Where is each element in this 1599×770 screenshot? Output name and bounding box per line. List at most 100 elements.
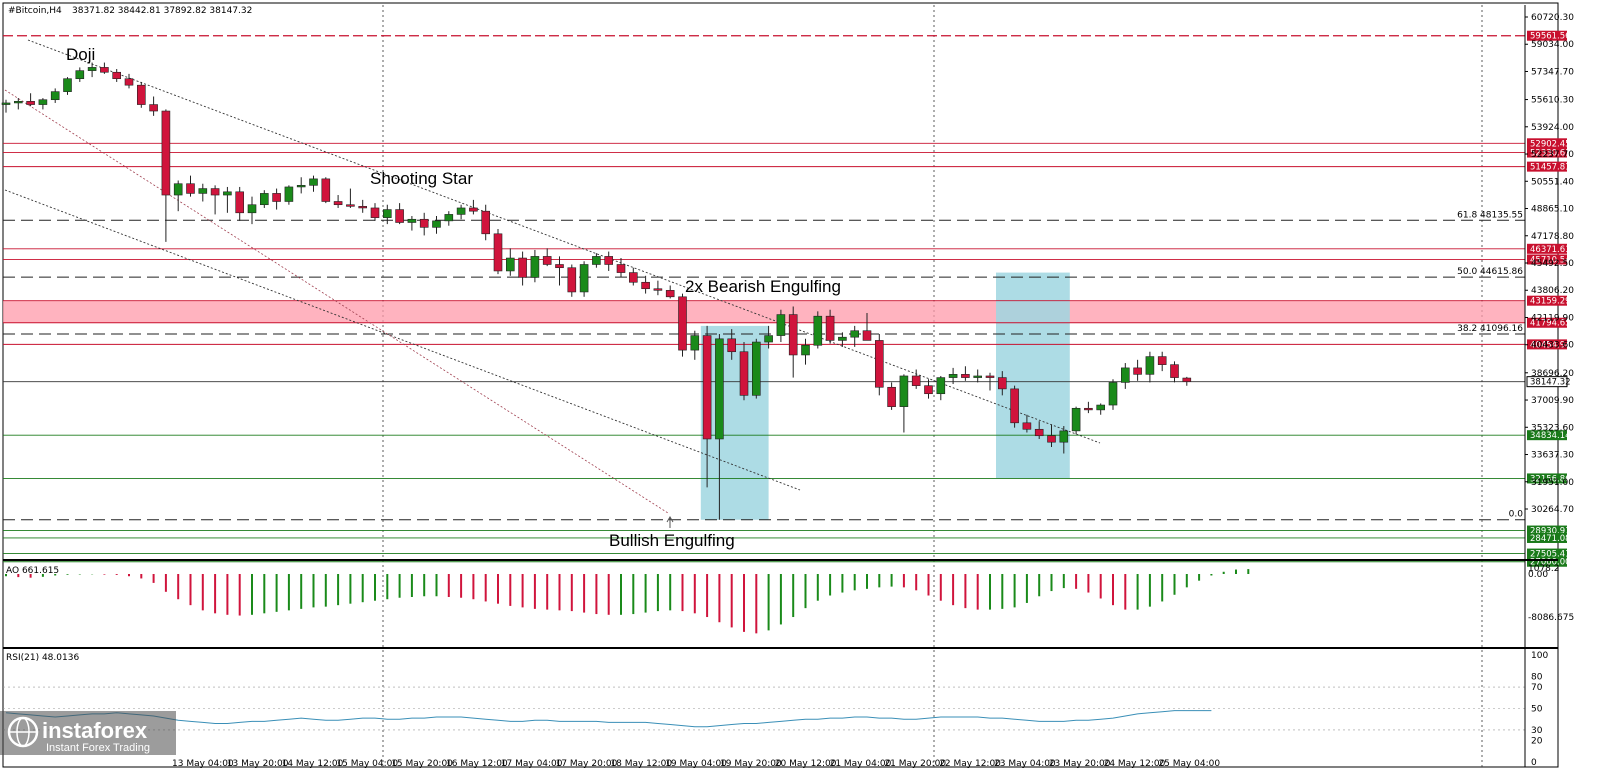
candle-body-77 [948,374,958,378]
price-tick-label-18: 30264.70 [1531,505,1574,515]
time-label-6: 17 May 04:00 [501,759,563,769]
level-label-12: 28930.91 [1530,527,1571,537]
arrow-up-icon [666,516,674,528]
time-label-9: 19 May 04:00 [665,759,727,769]
trendlines [4,39,1101,514]
candle-body-83 [1022,422,1032,430]
time-label-5: 16 May 12:00 [446,759,508,769]
candle-body-92 [1133,367,1142,375]
candle-body-96 [1182,377,1192,382]
candle-body-1 [14,101,23,104]
time-label-15: 23 May 04:00 [994,759,1056,769]
ao-histogram [5,569,1250,634]
candle-body-49 [604,256,614,265]
level-box-7 [1527,317,1567,328]
candle-body-78 [961,374,970,378]
price-tick-label-12: 40433.60 [1531,341,1574,351]
candle-body-10 [124,78,134,86]
level-label-13: 28471.08 [1530,534,1571,544]
candle-body-39 [481,210,491,235]
candle-body-17 [210,188,220,196]
candle-body-4 [50,91,60,101]
candle-body-43 [530,256,540,278]
price-tick-label-6: 50551.40 [1531,177,1574,187]
candle-body-9 [112,71,121,80]
grid [382,5,1483,767]
header-ohlc: 38371.82 38442.81 37892.82 38147.32 [72,6,252,16]
candle-body-80 [985,375,995,378]
trendline-steep [4,89,669,514]
candle-body-93 [1145,356,1155,375]
candle-body-13 [161,110,171,196]
level-label-0: 59561.56 [1530,32,1571,42]
time-label-4: 15 May 20:00 [391,759,453,769]
candle-body-91 [1121,367,1130,383]
bullish-engulfing-annotation: Bullish Engulfing [609,531,735,550]
candle-body-54 [665,290,675,298]
candle-body-55 [678,296,687,351]
candle-body-20 [247,204,257,214]
level-label-9: 38147.32 [1530,378,1571,388]
price-tick-label-0: 60720.30 [1531,13,1574,23]
time-label-16: 23 May 20:00 [1049,759,1111,769]
candle-body-87 [1071,407,1081,432]
candle-body-70 [862,330,872,341]
candle-body-24 [296,185,306,188]
price-tick-label-3: 55610.30 [1531,96,1574,106]
candle-body-18 [223,191,232,196]
price-tick-label-9: 45492.50 [1531,259,1574,269]
level-box-11 [1527,473,1567,484]
candle-body-14 [173,183,183,196]
shooting-star-annotation: Shooting Star [370,169,473,188]
time-label-11: 20 May 12:00 [775,759,837,769]
price-tick-label-14: 37009.90 [1531,396,1574,406]
rsi-tick-2: 70 [1531,683,1543,693]
rsi-line [5,710,1212,728]
candle-body-48 [592,256,601,265]
level-box-3 [1527,161,1567,172]
price-tick-label-17: 31951.00 [1531,478,1574,488]
highlight-zones [3,272,1525,520]
time-label-10: 19 May 20:00 [720,759,782,769]
level-box-9 [1526,376,1568,388]
candle-body-11 [137,84,146,105]
candle-body-33 [407,218,417,223]
candle-body-62 [764,335,773,343]
price-tick-label-13: 38696.20 [1531,369,1574,379]
time-label-18: 25 May 04:00 [1158,759,1220,769]
rsi-tick-6: 0 [1531,758,1537,768]
logo-text: instaforex [42,718,148,743]
candle-body-35 [432,220,441,228]
candle-body-90 [1108,382,1118,406]
doji-annotation: Doji [66,45,95,64]
price-tick-label-8: 47178.80 [1531,232,1574,242]
fib-label-1: 50.0 44615.86 [1457,267,1523,277]
candle-body-60 [739,351,749,396]
candle-body-46 [567,267,577,293]
price-tick-label-4: 53924.00 [1531,123,1574,133]
time-label-13: 21 May 20:00 [884,759,946,769]
recovery-box [996,272,1070,479]
candle-body-40 [493,233,503,272]
level-box-4 [1527,243,1567,254]
candle-body-79 [973,375,983,378]
rsi-tick-3: 50 [1531,705,1543,715]
level-box-8 [1527,339,1567,350]
time-label-1: 13 May 20:00 [227,759,289,769]
candles [1,62,1192,520]
rsi-tick-5: 20 [1531,737,1543,747]
ao-label: AO 661.615 [6,566,59,576]
ao-axis-bottom: -8086.675 [1528,613,1574,623]
candle-body-58 [715,338,724,440]
header-symbol: #Bitcoin,H4 [8,6,62,16]
candle-body-21 [259,193,269,206]
price-tick-label-5: 52237.70 [1531,150,1574,160]
candle-body-59 [727,338,737,353]
candle-body-23 [284,186,294,202]
candle-body-8 [100,67,109,73]
candle-body-37 [456,207,466,215]
level-label-2: 52330.61 [1530,149,1571,159]
